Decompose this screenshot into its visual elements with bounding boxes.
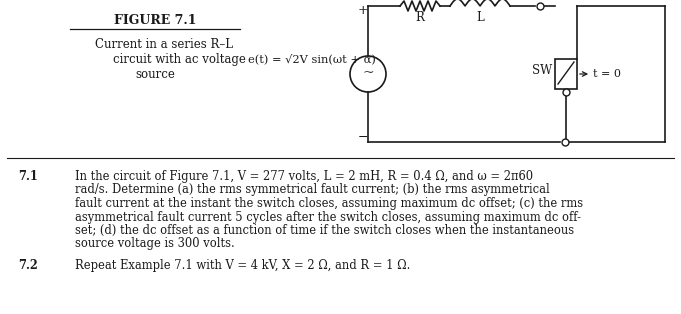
Text: Repeat Example 7.1 with V = 4 kV, X = 2 Ω, and R = 1 Ω.: Repeat Example 7.1 with V = 4 kV, X = 2 … bbox=[75, 259, 411, 272]
Text: L: L bbox=[476, 11, 484, 24]
Text: −: − bbox=[358, 131, 368, 144]
Text: e(t) = √2V sin(ωt + α): e(t) = √2V sin(ωt + α) bbox=[248, 53, 376, 64]
Text: asymmetrical fault current 5 cycles after the switch closes, assuming maximum dc: asymmetrical fault current 5 cycles afte… bbox=[75, 210, 581, 224]
Text: set; (d) the dc offset as a function of time if the switch closes when the insta: set; (d) the dc offset as a function of … bbox=[75, 224, 574, 237]
Text: FIGURE 7.1: FIGURE 7.1 bbox=[114, 14, 196, 27]
Text: rad/s. Determine (a) the rms symmetrical fault current; (b) the rms asymmetrical: rad/s. Determine (a) the rms symmetrical… bbox=[75, 183, 550, 197]
Text: fault current at the instant the switch closes, assuming maximum dc offset; (c) : fault current at the instant the switch … bbox=[75, 197, 583, 210]
Text: ~: ~ bbox=[362, 66, 374, 80]
Text: +: + bbox=[358, 4, 368, 17]
Text: source: source bbox=[135, 68, 175, 81]
Text: SW: SW bbox=[532, 63, 552, 77]
Text: R: R bbox=[415, 11, 424, 24]
Text: Current in a series R–L: Current in a series R–L bbox=[95, 38, 233, 51]
Text: 7.2: 7.2 bbox=[18, 259, 37, 272]
Text: t = 0: t = 0 bbox=[593, 69, 621, 79]
Text: source voltage is 300 volts.: source voltage is 300 volts. bbox=[75, 237, 235, 251]
Text: circuit with ac voltage: circuit with ac voltage bbox=[113, 53, 246, 66]
Text: In the circuit of Figure 7.1, V = 277 volts, L = 2 mH, R = 0.4 Ω, and ω = 2π60: In the circuit of Figure 7.1, V = 277 vo… bbox=[75, 170, 533, 183]
Text: 7.1: 7.1 bbox=[18, 170, 38, 183]
